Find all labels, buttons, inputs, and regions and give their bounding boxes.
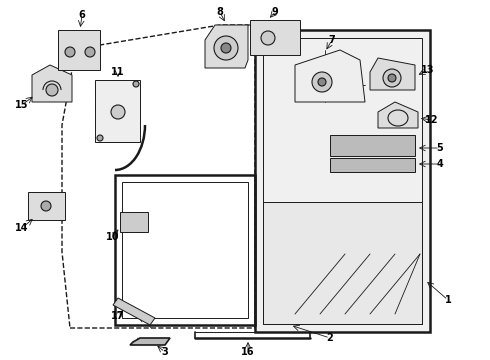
Circle shape <box>261 31 275 45</box>
Circle shape <box>85 47 95 57</box>
Text: 3: 3 <box>162 347 169 357</box>
Text: 17: 17 <box>111 311 125 321</box>
Circle shape <box>97 135 103 141</box>
Circle shape <box>41 201 51 211</box>
Text: 7: 7 <box>329 35 335 45</box>
Text: 5: 5 <box>437 143 443 153</box>
Circle shape <box>111 105 125 119</box>
Polygon shape <box>130 338 170 345</box>
Polygon shape <box>255 30 430 332</box>
Polygon shape <box>263 202 422 324</box>
Circle shape <box>133 81 139 87</box>
Polygon shape <box>32 65 72 102</box>
Text: 6: 6 <box>78 10 85 20</box>
Circle shape <box>312 72 332 92</box>
Text: 8: 8 <box>217 7 223 17</box>
Text: 15: 15 <box>15 100 29 110</box>
Circle shape <box>214 36 238 60</box>
Circle shape <box>46 84 58 96</box>
Polygon shape <box>370 58 415 90</box>
Text: 12: 12 <box>425 115 439 125</box>
Circle shape <box>318 78 326 86</box>
Circle shape <box>65 47 75 57</box>
Polygon shape <box>120 212 148 232</box>
Polygon shape <box>95 80 140 142</box>
Polygon shape <box>205 25 248 68</box>
Circle shape <box>388 74 396 82</box>
Polygon shape <box>330 135 415 156</box>
Text: 1: 1 <box>444 295 451 305</box>
Polygon shape <box>113 298 155 325</box>
Text: 13: 13 <box>421 65 435 75</box>
Polygon shape <box>250 20 300 55</box>
Polygon shape <box>295 50 365 102</box>
Text: 9: 9 <box>271 7 278 17</box>
Polygon shape <box>58 30 100 70</box>
Text: 10: 10 <box>106 232 120 242</box>
Text: 2: 2 <box>327 333 333 343</box>
Text: 14: 14 <box>15 223 29 233</box>
Text: 11: 11 <box>111 67 125 77</box>
Circle shape <box>221 43 231 53</box>
Polygon shape <box>330 158 415 172</box>
Circle shape <box>383 69 401 87</box>
Text: 16: 16 <box>241 347 255 357</box>
Polygon shape <box>378 102 418 128</box>
Polygon shape <box>28 192 65 220</box>
Text: 4: 4 <box>437 159 443 169</box>
